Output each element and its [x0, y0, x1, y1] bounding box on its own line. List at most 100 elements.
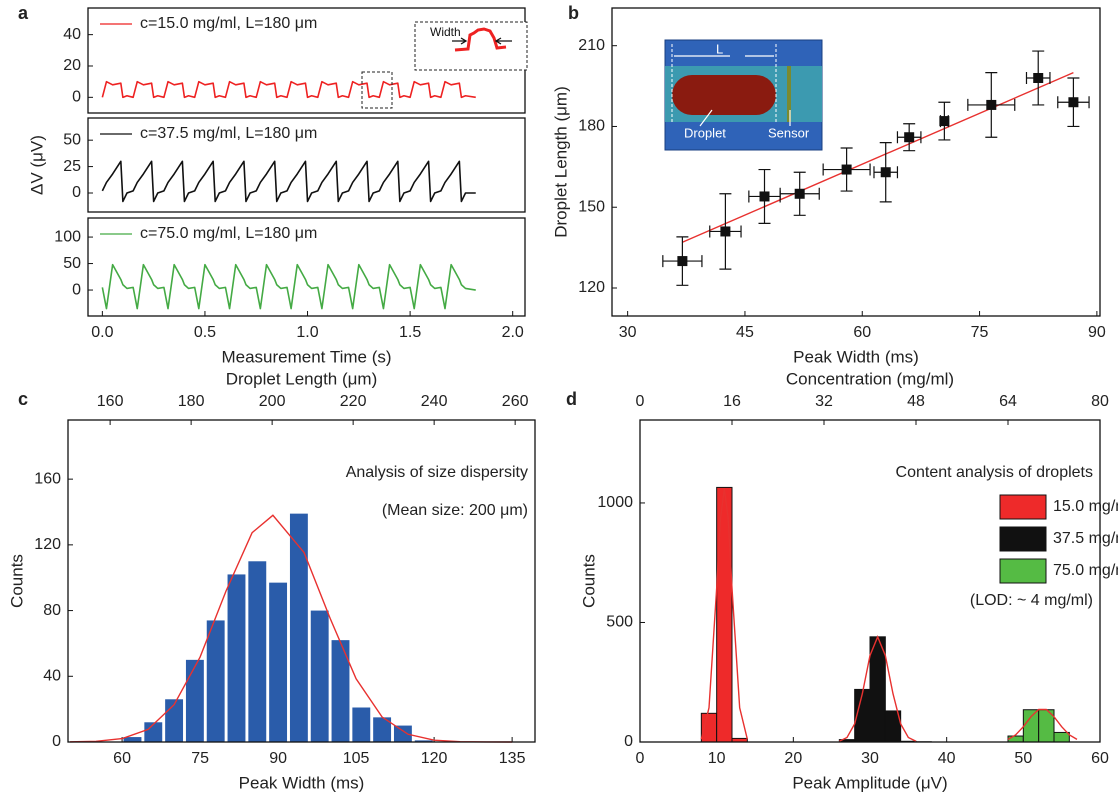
y-tick-label: 1000 [597, 494, 633, 511]
annotation: Analysis of size dispersity [346, 464, 528, 481]
annotation: (Mean size: 200 μm) [382, 502, 528, 519]
x-tick-label: 105 [343, 750, 370, 767]
y-tick-label: 0 [52, 733, 61, 750]
bar [289, 513, 308, 742]
panel: 0 25 50 ΔV (μV) c=37.5 mg/ml, L=180 μm [27, 117, 526, 213]
panel-letter: b [568, 3, 579, 23]
annotation: Width [430, 25, 461, 39]
x2-tick-label: 64 [999, 393, 1017, 410]
x2-tick-label: 0 [636, 393, 645, 410]
panel-letter: c [18, 389, 28, 409]
x-tick-label: 90 [269, 750, 287, 767]
legend-label: 37.5 mg/ml [1053, 530, 1118, 547]
x-tick-label: 40 [938, 750, 956, 767]
x-tick-label: 1.0 [296, 324, 318, 341]
x-axis-label: Peak Width (ms) [239, 773, 365, 792]
legend-label: c=37.5 mg/ml, L=180 μm [140, 125, 317, 142]
x-tick-label: 2.0 [502, 324, 524, 341]
plot-frame [87, 217, 526, 317]
y-tick-label: 500 [606, 614, 633, 631]
x-tick-label: 20 [784, 750, 802, 767]
bar [1022, 709, 1040, 743]
x-tick-label: 0 [636, 750, 645, 767]
signal-line [101, 160, 476, 203]
x-axis-label: Peak Width (ms) [793, 347, 919, 366]
y-axis-label: Droplet Length (μm) [551, 86, 570, 238]
annotation: L [716, 41, 723, 56]
x-tick-label: 45 [736, 324, 754, 341]
y-tick-label: 150 [578, 198, 605, 215]
y-tick-label: 80 [43, 602, 61, 619]
y-tick-label: 0 [72, 184, 81, 201]
y-tick-label: 50 [63, 255, 81, 272]
annotation: (LOD: ~ 4 mg/ml) [970, 592, 1093, 609]
x2-axis-label: Concentration (mg/ml) [786, 369, 954, 388]
x2-tick-label: 220 [340, 393, 367, 410]
panel: 0 500 1000 0 10 20 30 40 50 60 0 16 32 48 64 80 Peak Amp… [566, 369, 1118, 792]
y-tick-label: 180 [578, 118, 605, 135]
bar [269, 582, 288, 742]
x2-tick-label: 160 [97, 393, 124, 410]
x-tick-label: 75 [971, 324, 989, 341]
annotation: Sensor [768, 125, 810, 140]
panel-letter: a [18, 3, 29, 23]
bar [1053, 731, 1070, 743]
x2-tick-label: 16 [723, 393, 741, 410]
x-tick-label: 60 [113, 750, 131, 767]
droplet [672, 75, 776, 115]
y-tick-label: 20 [63, 57, 81, 74]
y-tick-label: 40 [43, 668, 61, 685]
legend-label: 75.0 mg/ml [1053, 562, 1118, 579]
bar [373, 717, 392, 742]
x-tick-label: 120 [421, 750, 448, 767]
y-tick-label: 0 [72, 89, 81, 106]
x2-tick-label: 200 [259, 393, 286, 410]
y-tick-label: 120 [578, 279, 605, 296]
point [880, 167, 891, 178]
y-tick-label: 25 [63, 158, 81, 175]
x2-tick-label: 180 [178, 393, 205, 410]
x2-tick-label: 240 [421, 393, 448, 410]
legend-label: 15.0 mg/ml [1053, 498, 1118, 515]
x2-tick-label: 260 [502, 393, 529, 410]
x2-tick-label: 32 [815, 393, 833, 410]
x-axis-label: Peak Amplitude (μV) [792, 773, 947, 792]
annotation: Content analysis of droplets [896, 464, 1093, 481]
x2-tick-label: 48 [907, 393, 925, 410]
x-tick-label: 75 [191, 750, 209, 767]
panel: 120 150 180 210 30 45 60 75 90 Peak Width (ms) Dro… [551, 3, 1105, 367]
point [1068, 97, 1079, 108]
point [939, 116, 950, 127]
bar [393, 725, 412, 742]
inset-b [664, 39, 823, 151]
bar [716, 486, 733, 743]
sensor [787, 66, 791, 122]
x-tick-label: 30 [861, 750, 879, 767]
point [677, 256, 688, 267]
plot-frame [87, 117, 526, 213]
x-tick-label: 50 [1014, 750, 1032, 767]
x-tick-label: 60 [853, 324, 871, 341]
inset-arrows [674, 55, 791, 127]
bar [123, 737, 142, 742]
plot-frame [611, 7, 1101, 317]
inset-box [414, 21, 528, 71]
inset-signal [454, 27, 507, 52]
point [841, 164, 852, 175]
bar [414, 740, 433, 742]
x-tick-label: 0.0 [91, 324, 113, 341]
point [794, 188, 805, 199]
plot-frame [67, 419, 536, 743]
signal-line [101, 263, 476, 310]
bar [227, 574, 246, 742]
x-tick-label: 30 [619, 324, 637, 341]
legend-swatch [999, 526, 1047, 552]
panel: 0 50 100 0.0 0.5 1.0 1.5 2.0 Measurement Time (s… [54, 217, 526, 366]
x-tick-label: 1.5 [399, 324, 421, 341]
x2-tick-label: 80 [1091, 393, 1109, 410]
bar [352, 707, 371, 742]
y-axis-label: Counts [7, 554, 26, 608]
bar [165, 699, 184, 742]
legend-swatch [999, 558, 1047, 584]
